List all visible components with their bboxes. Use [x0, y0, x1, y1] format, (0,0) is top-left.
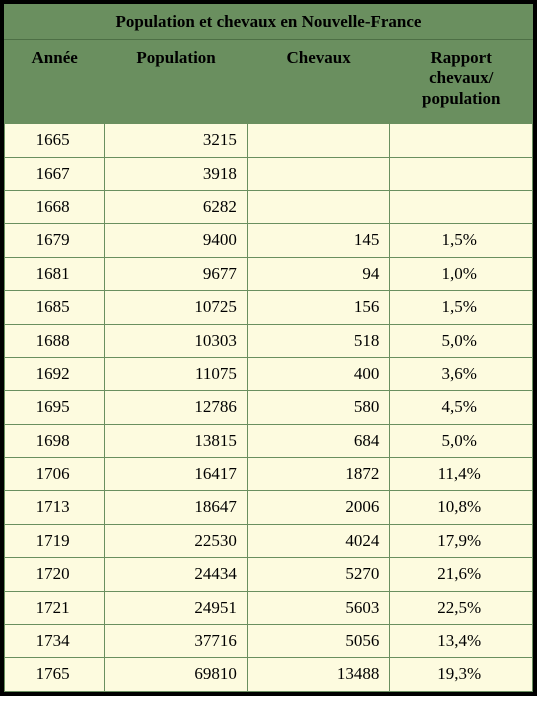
cell-ratio: 4,5%: [390, 391, 533, 424]
cell-chevaux: 684: [247, 424, 390, 457]
cell-population: 9677: [105, 257, 248, 290]
cell-chevaux: 145: [247, 224, 390, 257]
cell-year: 1720: [5, 558, 105, 591]
cell-chevaux: [247, 190, 390, 223]
cell-ratio: [390, 157, 533, 190]
cell-chevaux: 13488: [247, 658, 390, 691]
table-row: 1667 3918: [5, 157, 533, 190]
cell-population: 11075: [105, 357, 248, 390]
cell-ratio: 11,4%: [390, 458, 533, 491]
cell-chevaux: 580: [247, 391, 390, 424]
cell-chevaux: 4024: [247, 524, 390, 557]
table-header-row: Année Population Chevaux Rapport chevaux…: [5, 40, 533, 124]
cell-chevaux: 400: [247, 357, 390, 390]
cell-year: 1665: [5, 124, 105, 157]
cell-chevaux: 5056: [247, 625, 390, 658]
cell-chevaux: 94: [247, 257, 390, 290]
cell-chevaux: 5270: [247, 558, 390, 591]
cell-ratio: 13,4%: [390, 625, 533, 658]
table-row: 1713 18647 2006 10,8%: [5, 491, 533, 524]
cell-ratio: 1,0%: [390, 257, 533, 290]
cell-population: 24951: [105, 591, 248, 624]
table-row: 1679 9400 145 1,5%: [5, 224, 533, 257]
cell-year: 1667: [5, 157, 105, 190]
col-header-ratio: Rapport chevaux/ population: [390, 40, 533, 124]
table-row: 1668 6282: [5, 190, 533, 223]
cell-population: 69810: [105, 658, 248, 691]
cell-population: 3918: [105, 157, 248, 190]
population-horses-table: Population et chevaux en Nouvelle-France…: [4, 4, 533, 692]
cell-year: 1713: [5, 491, 105, 524]
cell-ratio: 3,6%: [390, 357, 533, 390]
cell-ratio: 5,0%: [390, 324, 533, 357]
table-title: Population et chevaux en Nouvelle-France: [5, 5, 533, 40]
cell-chevaux: [247, 157, 390, 190]
cell-year: 1668: [5, 190, 105, 223]
cell-year: 1685: [5, 291, 105, 324]
table-row: 1698 13815 684 5,0%: [5, 424, 533, 457]
table-row: 1720 24434 5270 21,6%: [5, 558, 533, 591]
table-row: 1706 16417 1872 11,4%: [5, 458, 533, 491]
table-title-row: Population et chevaux en Nouvelle-France: [5, 5, 533, 40]
cell-year: 1688: [5, 324, 105, 357]
cell-year: 1734: [5, 625, 105, 658]
cell-year: 1719: [5, 524, 105, 557]
cell-population: 22530: [105, 524, 248, 557]
cell-ratio: 1,5%: [390, 224, 533, 257]
cell-ratio: 10,8%: [390, 491, 533, 524]
cell-ratio: 22,5%: [390, 591, 533, 624]
cell-population: 9400: [105, 224, 248, 257]
table-row: 1665 3215: [5, 124, 533, 157]
cell-ratio: [390, 124, 533, 157]
cell-year: 1706: [5, 458, 105, 491]
cell-ratio: 5,0%: [390, 424, 533, 457]
cell-population: 37716: [105, 625, 248, 658]
cell-year: 1721: [5, 591, 105, 624]
cell-year: 1679: [5, 224, 105, 257]
cell-chevaux: [247, 124, 390, 157]
cell-year: 1698: [5, 424, 105, 457]
cell-ratio: 1,5%: [390, 291, 533, 324]
cell-population: 13815: [105, 424, 248, 457]
cell-ratio: 19,3%: [390, 658, 533, 691]
cell-year: 1681: [5, 257, 105, 290]
table-row: 1688 10303 518 5,0%: [5, 324, 533, 357]
cell-population: 16417: [105, 458, 248, 491]
cell-chevaux: 1872: [247, 458, 390, 491]
cell-population: 18647: [105, 491, 248, 524]
cell-chevaux: 5603: [247, 591, 390, 624]
table-row: 1719 22530 4024 17,9%: [5, 524, 533, 557]
cell-chevaux: 2006: [247, 491, 390, 524]
cell-population: 10303: [105, 324, 248, 357]
cell-ratio: 17,9%: [390, 524, 533, 557]
cell-year: 1765: [5, 658, 105, 691]
cell-year: 1692: [5, 357, 105, 390]
col-header-chevaux: Chevaux: [247, 40, 390, 124]
table-row: 1734 37716 5056 13,4%: [5, 625, 533, 658]
cell-ratio: 21,6%: [390, 558, 533, 591]
cell-population: 6282: [105, 190, 248, 223]
col-header-population: Population: [105, 40, 248, 124]
table-row: 1721 24951 5603 22,5%: [5, 591, 533, 624]
cell-chevaux: 156: [247, 291, 390, 324]
cell-population: 12786: [105, 391, 248, 424]
cell-ratio: [390, 190, 533, 223]
table-row: 1765 69810 13488 19,3%: [5, 658, 533, 691]
population-horses-table-container: Population et chevaux en Nouvelle-France…: [0, 0, 537, 696]
cell-population: 3215: [105, 124, 248, 157]
col-header-year: Année: [5, 40, 105, 124]
cell-chevaux: 518: [247, 324, 390, 357]
cell-year: 1695: [5, 391, 105, 424]
table-row: 1695 12786 580 4,5%: [5, 391, 533, 424]
table-row: 1685 10725 156 1,5%: [5, 291, 533, 324]
table-row: 1692 11075 400 3,6%: [5, 357, 533, 390]
cell-population: 10725: [105, 291, 248, 324]
table-row: 1681 9677 94 1,0%: [5, 257, 533, 290]
cell-population: 24434: [105, 558, 248, 591]
table-body: 1665 3215 1667 3918 1668 6282 1679 9400: [5, 124, 533, 692]
